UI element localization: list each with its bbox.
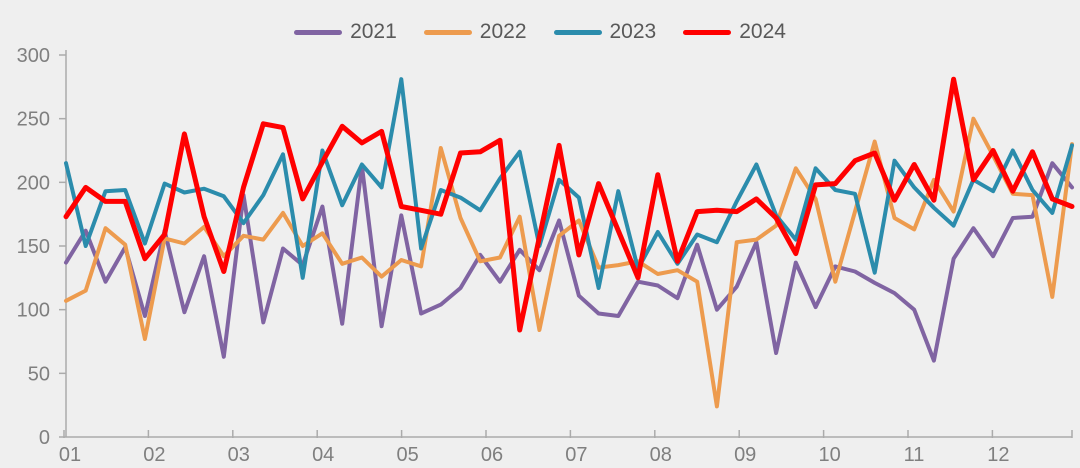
legend-line-swatch-2023 — [553, 29, 602, 35]
x-tick-label: 05 — [396, 444, 418, 466]
x-tick-label: 07 — [565, 444, 587, 466]
y-tick-label: 150 — [17, 236, 50, 258]
series-line-2022 — [64, 116, 1074, 409]
y-tick-label: 300 — [17, 45, 50, 67]
legend-label-2023: 2023 — [609, 20, 657, 43]
legend-item-2024[interactable]: 2024 — [683, 20, 786, 44]
x-tick-label: 10 — [818, 444, 840, 466]
x-tick-label: 09 — [734, 444, 756, 466]
x-tick-label: 04 — [312, 444, 334, 466]
series-line-2024 — [63, 76, 1075, 333]
legend-label-2024: 2024 — [739, 20, 786, 43]
x-tick-label: 11 — [904, 444, 925, 466]
y-tick-label: 0 — [39, 427, 50, 449]
x-tick-label: 01 — [59, 444, 81, 466]
y-tick-label: 200 — [17, 172, 50, 194]
x-tick-label: 12 — [987, 444, 1009, 466]
y-tick-label: 100 — [17, 300, 50, 322]
legend-line-swatch-2024 — [683, 29, 732, 35]
legend-item-2022[interactable]: 2022 — [423, 20, 527, 44]
y-tick-label: 250 — [17, 109, 50, 131]
x-tick-label: 03 — [228, 444, 250, 466]
x-tick-label: 06 — [481, 444, 503, 466]
legend-label-2022: 2022 — [479, 20, 527, 43]
legend-line-swatch-2022 — [423, 29, 472, 35]
y-tick-label: 50 — [28, 363, 50, 385]
legend-item-2021[interactable]: 2021 — [294, 20, 397, 44]
series-line-2021 — [64, 161, 1074, 363]
legend-item-2023[interactable]: 2023 — [553, 20, 657, 44]
x-tick-label: 02 — [143, 444, 165, 466]
legend-line-swatch-2021 — [294, 29, 343, 35]
x-tick-label: 08 — [650, 444, 672, 466]
legend-label-2021: 2021 — [350, 20, 397, 43]
legend: 2021 2022 2023 2024 — [0, 20, 1080, 44]
